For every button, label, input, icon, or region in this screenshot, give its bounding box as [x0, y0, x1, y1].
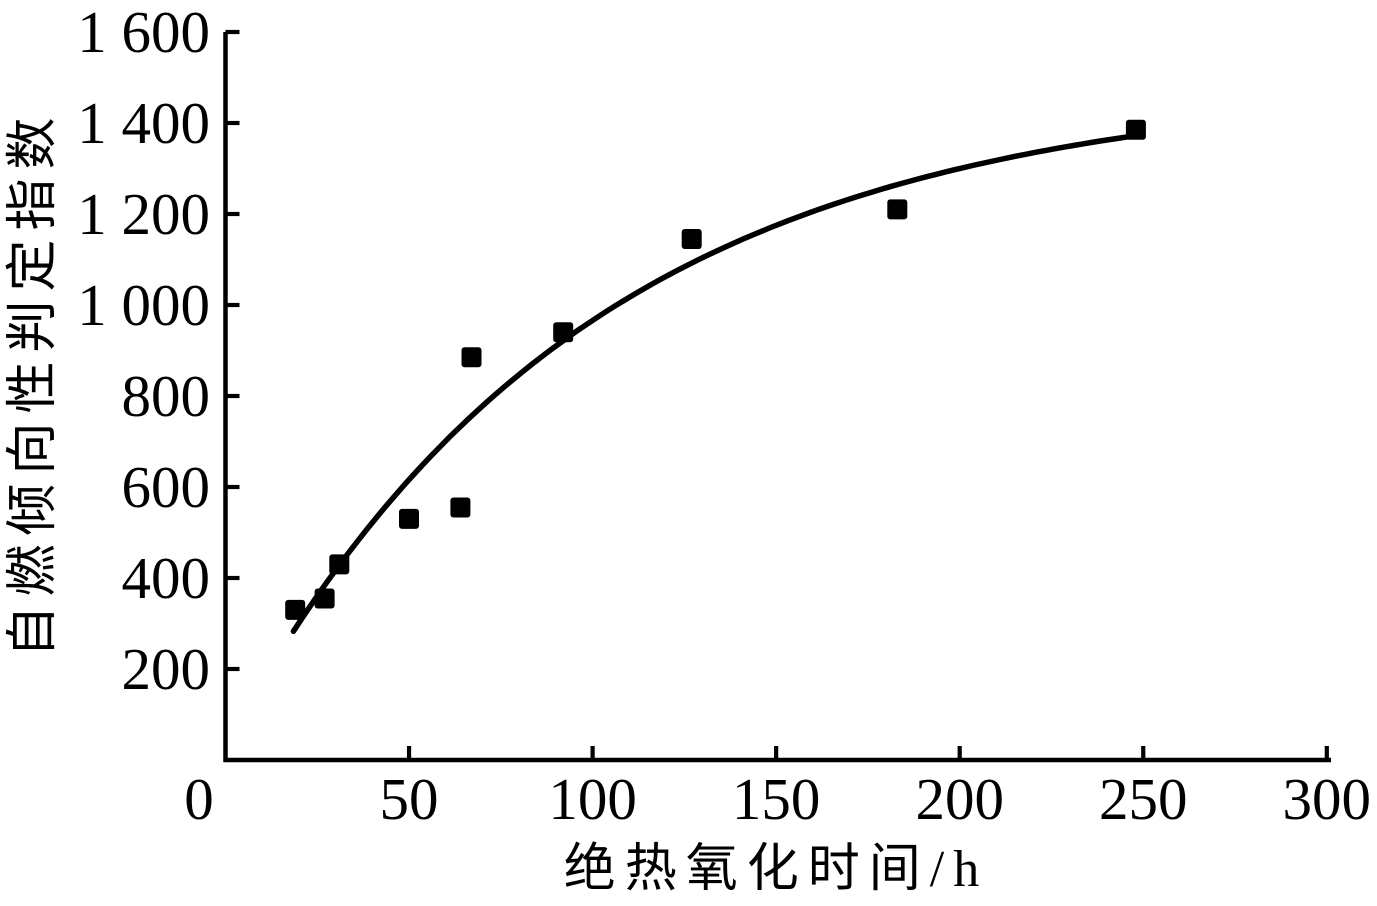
- y-ticks-group: [225, 29, 240, 672]
- data-point-marker: [681, 229, 702, 249]
- data-point-marker: [399, 508, 419, 529]
- y-tick-label: 200: [122, 636, 211, 702]
- x-axis-title: 绝热氧化时间/h: [564, 841, 988, 898]
- y-tick-label: 1 000: [77, 272, 210, 338]
- x-tick-label: 150: [732, 766, 821, 832]
- y-tick-label: 400: [122, 545, 211, 611]
- x-tick-label: 50: [380, 766, 439, 832]
- x-tick-label: 250: [1099, 766, 1188, 832]
- data-point-marker: [553, 322, 574, 343]
- x-ticks-group: [406, 746, 1329, 760]
- data-point-marker: [1125, 119, 1146, 140]
- y-tick-label: 600: [122, 454, 211, 520]
- y-tick-label: 800: [122, 363, 211, 429]
- data-points-group: [285, 119, 1146, 620]
- x-tick-label: 0: [184, 766, 214, 832]
- x-tick-label: 300: [1283, 766, 1372, 832]
- data-point-marker: [314, 588, 335, 609]
- y-tick-label: 1 200: [77, 181, 210, 247]
- data-point-marker: [285, 599, 306, 620]
- y-axis-title: 自燃倾向性判定指数: [5, 108, 62, 657]
- x-tick-label: 100: [548, 766, 637, 832]
- axis-lines: [223, 32, 1331, 763]
- fit-curve-group: [290, 133, 1132, 635]
- fit-curve: [290, 133, 1132, 635]
- y-tick-labels-group: 200 400 600 800 1 000 1 200 1 400 1 600: [77, 0, 210, 702]
- x-tick-label: 200: [915, 766, 1004, 832]
- x-tick-labels-group: 0 50 100 150 200 250 300: [184, 766, 1371, 832]
- data-point-marker: [887, 199, 908, 220]
- data-point-marker: [450, 497, 471, 518]
- y-tick-label: 1 600: [77, 0, 210, 65]
- axes-group: [223, 32, 1331, 763]
- data-point-marker: [461, 347, 482, 368]
- data-point-marker: [329, 554, 350, 575]
- y-tick-label: 1 400: [77, 90, 210, 156]
